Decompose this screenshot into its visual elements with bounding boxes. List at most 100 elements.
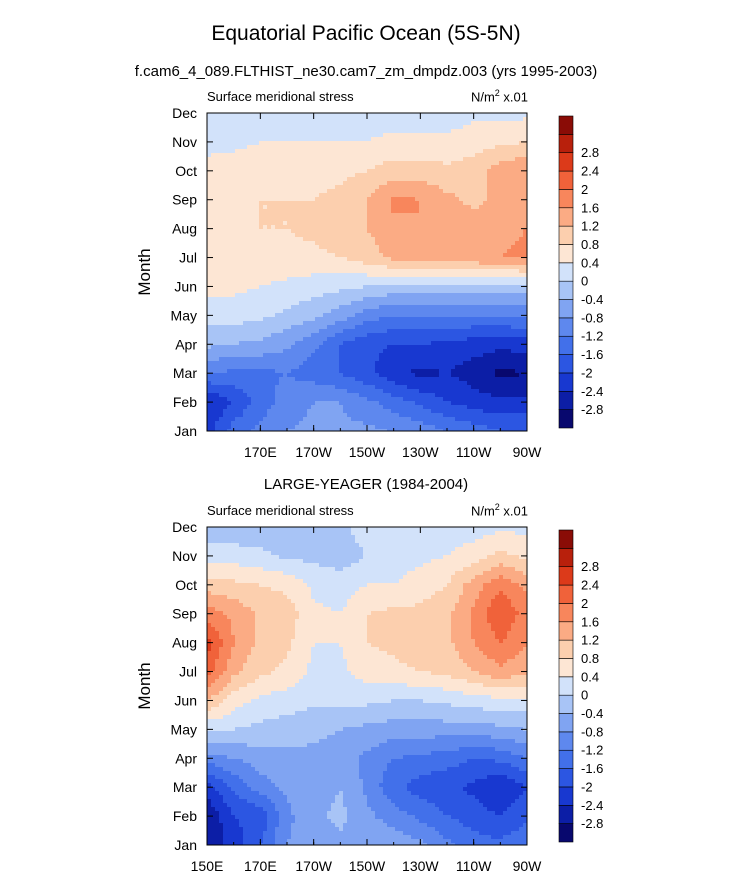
panel1-contour-cell <box>415 177 420 182</box>
panel1-contour-cell <box>451 149 456 154</box>
panel1-contour-cell <box>467 157 472 162</box>
panel1-contour-cell <box>327 217 332 222</box>
panel1-contour-cell <box>315 209 320 214</box>
panel1-contour-cell <box>447 197 452 202</box>
panel1-contour-cell <box>459 129 464 134</box>
panel1-contour-cell <box>239 297 244 302</box>
panel1-contour-cell <box>467 321 472 326</box>
panel1-contour-cell <box>299 325 304 330</box>
panel1-contour-cell <box>495 345 500 350</box>
panel1-contour-cell <box>335 161 340 166</box>
panel1-contour-cell <box>495 117 500 122</box>
panel1-contour-cell <box>327 325 332 330</box>
panel1-contour-cell <box>487 113 492 118</box>
panel1-contour-cell <box>215 117 220 122</box>
panel1-contour-cell <box>499 125 504 130</box>
panel1-contour-cell <box>327 353 332 358</box>
panel1-contour-cell <box>211 345 216 350</box>
panel1-contour-cell <box>243 337 248 342</box>
panel1-contour-cell <box>279 121 284 126</box>
panel1-contour-cell <box>271 341 276 346</box>
panel1-contour-cell <box>515 197 520 202</box>
panel1-contour-cell <box>487 181 492 186</box>
panel1-contour-cell <box>307 117 312 122</box>
panel1-contour-cell <box>335 157 340 162</box>
panel1-contour-cell <box>303 169 308 174</box>
panel1-contour-cell <box>223 341 228 346</box>
panel1-contour-cell <box>403 325 408 330</box>
panel1-contour-cell <box>327 317 332 322</box>
panel1-contour-cell <box>467 145 472 150</box>
panel1-contour-cell <box>495 229 500 234</box>
panel1-contour-cell <box>223 201 228 206</box>
panel1-contour-cell <box>255 161 260 166</box>
panel1-contour-cell <box>523 305 528 310</box>
panel1-contour-cell <box>511 333 516 338</box>
panel1-contour-cell <box>395 133 400 138</box>
panel1-contour-cell <box>487 197 492 202</box>
panel1-contour-cell <box>503 297 508 302</box>
panel1-contour-cell <box>259 205 264 210</box>
panel1-contour-cell <box>243 193 248 198</box>
panel1-contour-cell <box>311 297 316 302</box>
panel1-contour-cell <box>279 337 284 342</box>
panel1-contour-cell <box>323 269 328 274</box>
panel1-contour-cell <box>271 197 276 202</box>
panel1-contour-cell <box>311 161 316 166</box>
panel1-contour-cell <box>503 121 508 126</box>
panel1-contour-cell <box>403 217 408 222</box>
panel1-contour-cell <box>403 161 408 166</box>
panel1-contour-cell <box>387 169 392 174</box>
panel1-contour-cell <box>263 193 268 198</box>
panel1-contour-cell <box>259 161 264 166</box>
panel1-contour-cell <box>411 141 416 146</box>
panel1-contour-cell <box>463 281 468 286</box>
panel1-contour-cell <box>391 289 396 294</box>
panel1-contour-cell <box>211 121 216 126</box>
panel1-contour-cell <box>375 137 380 142</box>
panel1-contour-cell <box>303 281 308 286</box>
panel1-contour-cell <box>239 269 244 274</box>
panel1-contour-cell <box>507 337 512 342</box>
panel1-contour-cell <box>507 269 512 274</box>
panel1-contour-cell <box>475 201 480 206</box>
panel1-contour-cell <box>423 269 428 274</box>
panel1-contour-cell <box>271 261 276 266</box>
panel1-contour-cell <box>235 165 240 170</box>
panel1-contour-cell <box>247 225 252 230</box>
panel1-contour-cell <box>263 177 268 182</box>
panel1-contour-cell <box>423 193 428 198</box>
panel1-contour-cell <box>411 173 416 178</box>
panel1-contour-cell <box>447 133 452 138</box>
panel1-contour-cell <box>299 337 304 342</box>
panel1-contour-cell <box>423 265 428 270</box>
panel1-contour-cell <box>371 161 376 166</box>
panel1-contour-cell <box>363 125 368 130</box>
panel1-contour-cell <box>495 209 500 214</box>
panel1-contour-cell <box>403 133 408 138</box>
panel1-contour-cell <box>435 217 440 222</box>
panel1-contour-cell <box>315 181 320 186</box>
panel1-contour-cell <box>279 233 284 238</box>
panel1-contour-cell <box>287 137 292 142</box>
panel1-contour-cell <box>515 133 520 138</box>
panel1-contour-cell <box>459 261 464 266</box>
panel1-contour-cell <box>255 233 260 238</box>
panel1-contour-cell <box>367 293 372 298</box>
panel1-contour-cell <box>255 313 260 318</box>
panel1-contour-cell <box>431 161 436 166</box>
panel1-contour-cell <box>271 165 276 170</box>
panel1-contour-cell <box>395 173 400 178</box>
panel1-contour-cell <box>359 209 364 214</box>
panel1-contour-cell <box>391 189 396 194</box>
panel1-contour-cell <box>339 329 344 334</box>
panel1-contour-cell <box>215 157 220 162</box>
panel1-contour-cell <box>383 349 388 354</box>
panel1-contour-cell <box>307 353 312 358</box>
panel1-contour-cell <box>259 117 264 122</box>
panel1-contour-cell <box>475 133 480 138</box>
panel1-contour-cell <box>267 189 272 194</box>
panel1-contour-cell <box>327 193 332 198</box>
panel1-contour-cell <box>247 285 252 290</box>
panel1-contour-cell <box>443 237 448 242</box>
